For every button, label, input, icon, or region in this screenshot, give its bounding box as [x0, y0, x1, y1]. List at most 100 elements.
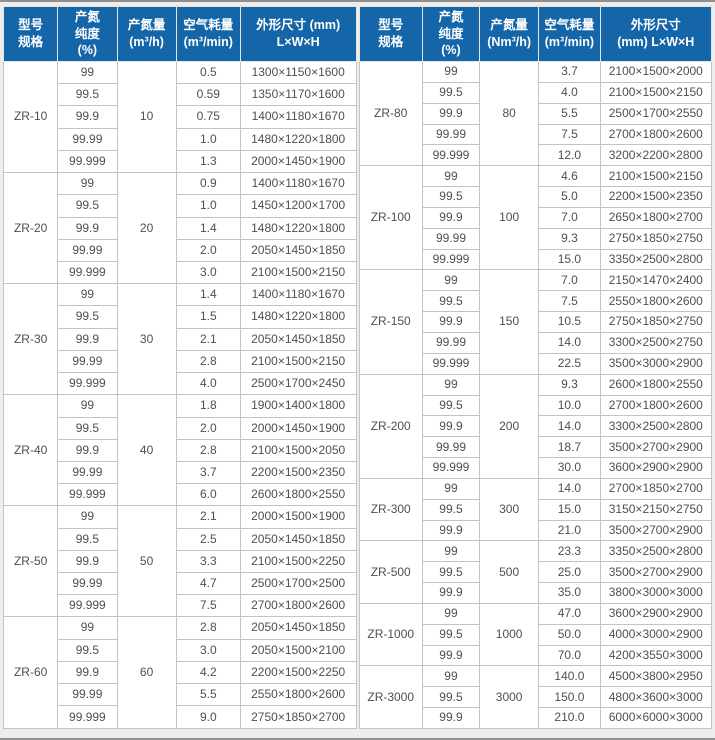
air-consumption-cell: 10.5: [538, 311, 601, 333]
table-row: ZR-60 99 60 2.8 2050×1450×1850: [2, 616, 357, 729]
table-row: 99.99 1.0 1480×1220×1800: [4, 127, 357, 151]
dimensions-cell: 2750×1850×2700: [239, 705, 357, 729]
header-model: 型号 规格: [2, 6, 59, 62]
dimensions-cell: 3350×2500×2800: [599, 248, 713, 271]
purity-cell: 99: [421, 61, 481, 83]
header-dimensions: 外形尺寸 (mm) L×W×H: [599, 6, 713, 62]
dimensions-cell: 1400×1180×1670: [239, 105, 357, 129]
purity-cell: 99.5: [421, 561, 481, 584]
header-output: 产氮量 (m³/h): [116, 6, 177, 62]
output-cell: 100: [479, 165, 540, 271]
table-row: 99.5 50.0 4000×3000×2900: [359, 623, 713, 646]
dimensions-cell: 4000×3000×2900: [599, 623, 713, 646]
dimensions-cell: 2000×1450×1900: [239, 149, 357, 174]
table-row: 99.9 5.5 2500×1700×2550: [359, 102, 713, 125]
table-row: 99.99 3.7 2200×1500×2350: [4, 460, 357, 485]
dimensions-cell: 2750×1850×2750: [599, 227, 713, 250]
purity-cell: 99: [57, 616, 118, 640]
right-table-header: 型号 规格 产氮 纯度 (%) 产氮量 (Nm³/h) 空气耗量 (m³/min…: [358, 6, 713, 62]
table-row: ZR-150 99 150 7.0 2150×1470×2400: [358, 269, 713, 375]
air-consumption-cell: 1.3: [175, 149, 241, 174]
purity-cell: 99: [421, 602, 481, 625]
spec-tables-row: 型号 规格 产氮 纯度 (%) 产氮量 (m³/h) 空气耗量 (m³/min)…: [2, 6, 713, 729]
air-consumption-cell: 5.5: [538, 102, 601, 125]
header-air: 空气耗量 (m³/min): [538, 6, 601, 62]
header-row: 型号 规格 产氮 纯度 (%) 产氮量 (m³/h) 空气耗量 (m³/min)…: [2, 6, 357, 62]
left-table-header: 型号 规格 产氮 纯度 (%) 产氮量 (m³/h) 空气耗量 (m³/min)…: [2, 6, 357, 62]
purity-cell: 99.9: [421, 311, 481, 333]
table-row: 99.9 14.0 3300×2500×2800: [359, 415, 713, 438]
model-cell: ZR-30: [2, 283, 59, 396]
purity-cell: 99.5: [57, 305, 118, 329]
table-row: 99.9 7.0 2650×1800×2700: [359, 206, 713, 229]
dimensions-cell: 1450×1200×1700: [239, 194, 357, 218]
purity-cell: 99.999: [57, 483, 118, 507]
dimensions-cell: 3500×2700×2900: [599, 519, 713, 542]
dimensions-cell: 1900×1400×1800: [239, 394, 357, 418]
table-row: 99.99 4.7 2500×1700×2500: [4, 572, 357, 596]
air-consumption-cell: 1.0: [175, 127, 241, 151]
header-dimensions: 外形尺寸 (mm) L×W×H: [239, 6, 357, 62]
table-row: 99.99 14.0 3300×2500×2750: [359, 331, 713, 354]
purity-cell: 99.9: [57, 660, 118, 685]
header-output: 产氮量 (Nm³/h): [479, 6, 540, 62]
dimensions-cell: 2500×1700×2500: [239, 572, 357, 596]
air-consumption-cell: 6.0: [175, 483, 241, 507]
air-consumption-cell: 3.3: [175, 549, 241, 574]
air-consumption-cell: 70.0: [538, 644, 601, 667]
header-model: 型号 规格: [358, 6, 423, 62]
table-row: 99.5 5.0 2200×1500×2350: [359, 186, 713, 208]
table-row: 99.99 2.8 2100×1500×2150: [4, 349, 357, 374]
purity-cell: 99.9: [421, 102, 481, 125]
purity-cell: 99.5: [57, 83, 118, 107]
model-cell: ZR-200: [358, 373, 423, 479]
output-cell: 80: [479, 60, 540, 167]
purity-cell: 99.5: [421, 186, 481, 208]
dimensions-cell: 2100×1500×2150: [239, 260, 357, 285]
purity-cell: 99.9: [421, 644, 481, 667]
left-table-body: ZR-10 99 10 0.5 1300×1150×1600 99.5 0.59 1350×1…: [2, 60, 357, 729]
purity-cell: 99.99: [57, 127, 118, 151]
purity-cell: 99.999: [421, 248, 481, 271]
purity-cell: 99.9: [57, 327, 118, 351]
purity-cell: 99.99: [57, 238, 118, 262]
dimensions-cell: 2650×1800×2700: [599, 206, 713, 229]
purity-cell: 99.9: [421, 707, 481, 729]
output-cell: 1000: [479, 602, 540, 667]
air-consumption-cell: 7.0: [538, 206, 601, 229]
purity-cell: 99: [57, 172, 118, 196]
air-consumption-cell: 4.0: [538, 81, 601, 104]
air-consumption-cell: 4.0: [175, 372, 241, 396]
table-row: ZR-30 99 30 1.4 1400×1180×1670: [2, 283, 357, 396]
model-cell: ZR-80: [358, 60, 423, 167]
header-air: 空气耗量 (m³/min): [175, 6, 241, 62]
table-row: 99.5 150.0 4800×3600×3000: [359, 686, 713, 709]
purity-cell: 99.9: [57, 438, 118, 462]
purity-cell: 99.99: [421, 123, 481, 146]
purity-cell: 99.5: [421, 81, 481, 104]
right-table-body: ZR-80 99 80 3.7 2100×1500×2000 99.5 4.0 2100×15…: [358, 60, 713, 729]
table-row: 99.99 5.5 2550×1800×2600: [4, 683, 357, 707]
purity-cell: 99.99: [57, 460, 118, 485]
purity-cell: 99.99: [421, 436, 481, 459]
dimensions-cell: 3500×3000×2900: [599, 352, 713, 375]
table-row: ZR-100 99 100 4.6 2100×1500×2150: [358, 165, 713, 271]
purity-cell: 99: [57, 394, 118, 418]
header-purity: 产氮 纯度 (%): [421, 6, 481, 62]
model-cell: ZR-1000: [358, 602, 423, 667]
purity-cell: 99.999: [421, 352, 481, 375]
purity-cell: 99.999: [57, 705, 118, 729]
air-consumption-cell: 2.1: [175, 505, 241, 529]
air-consumption-cell: 7.5: [538, 290, 601, 313]
purity-cell: 99.5: [57, 527, 118, 551]
table-row: 99.999 6.0 2600×1800×2550: [4, 483, 357, 507]
table-row: 99.9 21.0 3500×2700×2900: [359, 519, 713, 542]
air-consumption-cell: 2.1: [175, 327, 241, 351]
purity-cell: 99.999: [57, 260, 118, 285]
table-row: 99.999 30.0 3600×2900×2900: [359, 457, 713, 479]
output-cell: 500: [479, 540, 540, 604]
air-consumption-cell: 210.0: [538, 707, 601, 729]
dimensions-cell: 2100×1500×2150: [239, 349, 357, 374]
model-cell: ZR-500: [358, 540, 423, 604]
